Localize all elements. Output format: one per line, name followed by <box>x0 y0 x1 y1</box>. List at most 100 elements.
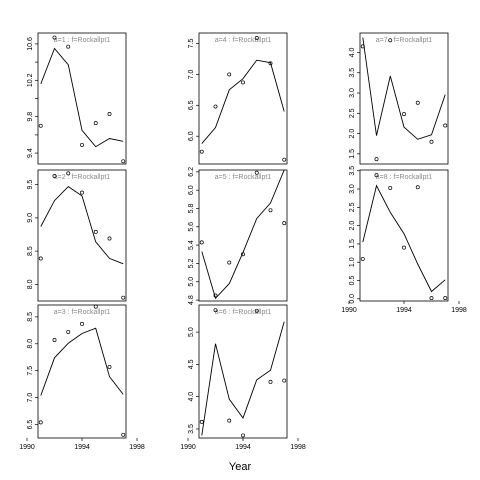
data-point <box>388 38 393 43</box>
y-tick-label: 1.5 <box>349 239 356 249</box>
data-point <box>80 142 84 147</box>
data-point <box>93 229 98 234</box>
y-tick-label: 3.0 <box>349 88 356 98</box>
y-tick-label: 8.5 <box>27 246 34 256</box>
x-tick-label: 1998 <box>129 444 145 451</box>
data-point <box>52 174 57 178</box>
data-point <box>268 61 273 66</box>
panel-a3: a=3 : f=Rockallpt1 6.5 7.0 7.5 8.0 8.5 1990 199… <box>19 304 145 451</box>
panel-strip-label: a=5 : f=Rockallpt1 <box>215 174 272 181</box>
panel-strip-label: a=1 : f=Rockallpt1 <box>54 37 111 44</box>
panel-frame <box>359 169 449 302</box>
data-point <box>107 364 112 369</box>
data-point <box>268 208 273 213</box>
x-tick-label: 1990 <box>341 307 357 314</box>
x-tick-label: 1994 <box>235 444 251 451</box>
panel-frame <box>37 304 127 439</box>
data-point <box>121 295 126 300</box>
data-point <box>360 256 365 261</box>
panel-strip-label: a=7 : f=Rockallpt1 <box>376 37 433 44</box>
data-point <box>402 245 406 250</box>
y-tick-label: 10.2 <box>27 73 34 87</box>
y-tick-label: 7.0 <box>188 69 195 79</box>
x-tick-label: 1998 <box>451 307 467 314</box>
data-point <box>227 72 232 77</box>
y-tick-label: 4.8 <box>188 295 195 305</box>
fitted-line <box>40 47 124 148</box>
y-tick-label: 5.4 <box>188 240 195 250</box>
y-tick-label: 7.5 <box>27 366 34 376</box>
data-point <box>374 157 379 162</box>
y-tick-label: 3.5 <box>188 424 195 434</box>
y-tick-label: 6.5 <box>188 100 195 110</box>
data-point <box>282 221 287 226</box>
data-point <box>213 293 218 298</box>
panel-frame <box>37 169 127 302</box>
panel-strip-label: a=2 : f=Rockallpt1 <box>54 174 111 181</box>
y-tick-label: 0.0 <box>349 294 356 304</box>
y-tick-label: 1.5 <box>349 149 356 159</box>
data-point <box>227 260 232 265</box>
data-point <box>107 236 112 241</box>
y-tick-label: 3.5 <box>349 68 356 78</box>
data-point <box>227 418 232 423</box>
data-point <box>241 252 245 257</box>
panel-a5: a=5 : f=Rockallpt1 4.8 5.0 5.2 5.4 5.6 5.8 6.0 6… <box>188 167 288 305</box>
data-point <box>66 44 71 49</box>
panel-strip-label: a=4 : f=Rockallpt1 <box>215 37 272 44</box>
data-point <box>121 159 126 164</box>
data-point <box>213 308 218 313</box>
data-point <box>402 112 406 117</box>
data-point <box>107 112 112 116</box>
data-point <box>121 432 126 437</box>
y-tick-label: 3.0 <box>349 184 356 194</box>
y-tick-label: 0.5 <box>349 276 356 286</box>
data-point <box>38 256 43 261</box>
data-point <box>282 157 287 162</box>
data-point <box>360 44 365 49</box>
data-point <box>241 433 245 438</box>
y-tick-label: 2.0 <box>349 129 356 139</box>
data-point <box>282 378 287 383</box>
data-point <box>199 419 204 424</box>
fitted-line <box>40 327 124 396</box>
panel-frame <box>198 169 288 302</box>
y-tick-label: 5.0 <box>188 277 195 287</box>
data-point <box>429 296 434 301</box>
y-tick-label: 5.6 <box>188 222 195 232</box>
panel-strip-label: a=6 : f=Rockallpt1 <box>215 309 272 316</box>
data-point <box>66 329 71 334</box>
panel-frame <box>198 32 288 165</box>
data-point <box>80 321 84 326</box>
fitted-line <box>40 186 124 265</box>
x-tick-label: 1990 <box>19 444 35 451</box>
x-axis-title: Year <box>229 461 252 473</box>
panel-a7: a=7 : f=Rockallpt1 1.5 2.0 2.5 3.0 3.5 4.0 <box>349 32 449 165</box>
data-point <box>38 123 43 128</box>
y-tick-label: 7.0 <box>27 393 34 403</box>
data-point <box>52 35 57 40</box>
fitted-line <box>362 37 446 140</box>
y-tick-label: 5.2 <box>188 258 195 268</box>
data-point <box>66 171 71 176</box>
data-point <box>199 240 204 245</box>
fitted-line <box>201 170 285 300</box>
data-point <box>429 139 434 144</box>
data-point <box>199 149 204 154</box>
panel-strip-label: a=8 : f=Rockallpt1 <box>376 174 433 181</box>
panels-group: a=1 : f=Rockallpt1 9.4 9.8 10.2 10.6 a=2 : f=… <box>19 32 467 451</box>
data-point <box>52 338 57 342</box>
data-point <box>241 80 245 85</box>
y-tick-label: 6.0 <box>188 131 195 141</box>
y-tick-label: 8.0 <box>27 339 34 349</box>
data-point <box>443 296 448 301</box>
fitted-line <box>201 59 285 144</box>
y-tick-label: 9.4 <box>27 148 34 158</box>
panel-a4: a=4 : f=Rockallpt1 6.0 6.5 7.0 7.5 <box>188 32 288 165</box>
fitted-line <box>201 321 285 436</box>
y-tick-label: 4.0 <box>349 47 356 57</box>
data-point <box>93 121 98 126</box>
y-tick-label: 6.5 <box>27 420 34 430</box>
data-point <box>213 104 218 109</box>
data-point <box>415 100 420 105</box>
